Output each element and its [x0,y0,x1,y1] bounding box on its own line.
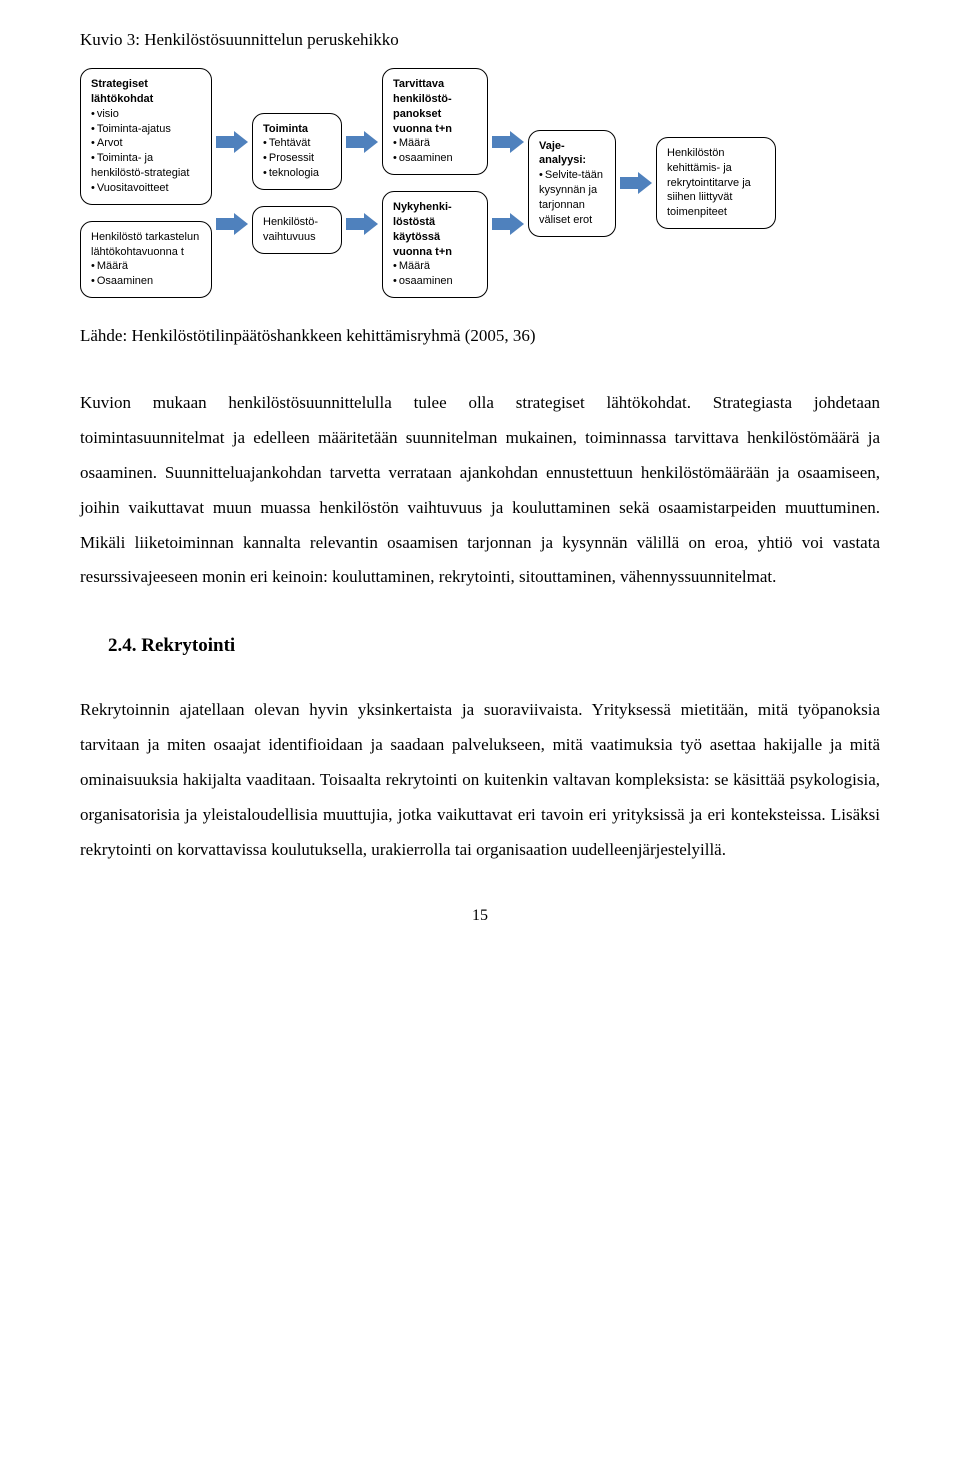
arrow-icon [216,213,248,235]
arrow-icon [492,131,524,153]
box-required: Tarvittava henkilöstö-panokset vuonna t+… [382,68,488,175]
box-list: visio Toiminta-ajatus Arvot Toiminta- ja… [91,107,201,196]
arrow-icon [620,172,652,194]
list-item: osaaminen [393,274,477,289]
box-gap-analysis: Vaje-analyysi: Selvite-tään kysynnän ja … [528,130,616,237]
list-item: Määrä [393,259,477,274]
arrow-icon [346,131,378,153]
box-title: Nykyhenki-löstöstä käytössä vuonna t+n [393,200,477,259]
box-personnel-year-t: Henkilöstö tarkastelun lähtökohtavuonna … [80,221,212,298]
list-item: visio [91,107,201,122]
arrow-group [216,131,248,235]
list-item: Toiminta-ajatus [91,122,201,137]
box-title: Strategiset lähtökohdat [91,77,201,107]
arrow-group [346,131,378,235]
page-number: 15 [80,907,880,925]
list-item: Arvot [91,136,201,151]
box-text: Henkilöstön kehittämis- ja rekrytointita… [667,147,751,218]
box-list: Määrä Osaaminen [91,259,201,289]
list-item: Määrä [91,259,201,274]
box-list: Tehtävät Prosessit teknologia [263,136,331,181]
list-item: Prosessit [263,151,331,166]
box-list: Selvite-tään kysynnän ja tarjonnan välis… [539,168,605,227]
box-strategic: Strategiset lähtökohdat visio Toiminta-a… [80,68,212,205]
arrow-group [492,131,524,235]
list-item: Tehtävät [263,136,331,151]
list-item: teknologia [263,166,331,181]
box-text: Henkilöstö-vaihtuvuus [263,216,318,243]
list-item: Osaaminen [91,274,201,289]
box-current: Nykyhenki-löstöstä käytössä vuonna t+n M… [382,191,488,298]
arrow-icon [216,131,248,153]
diagram-col-4: Vaje-analyysi: Selvite-tään kysynnän ja … [528,130,616,237]
section-heading: 2.4. Rekrytointi [108,635,880,657]
figure-title: Kuvio 3: Henkilöstösuunnittelun peruskeh… [80,30,880,50]
box-development: Henkilöstön kehittämis- ja rekrytointita… [656,137,776,229]
paragraph-2: Rekrytoinnin ajatellaan olevan hyvin yks… [80,693,880,867]
paragraph-1: Kuvion mukaan henkilöstösuunnittelulla t… [80,386,880,595]
box-activity: Toiminta Tehtävät Prosessit teknologia [252,113,342,190]
box-title: Tarvittava henkilöstö-panokset vuonna t+… [393,77,477,136]
list-item: Selvite-tään kysynnän ja tarjonnan välis… [539,168,605,227]
diagram-col-2: Toiminta Tehtävät Prosessit teknologia H… [252,113,342,254]
diagram-col-3: Tarvittava henkilöstö-panokset vuonna t+… [382,68,488,298]
list-item: Määrä [393,136,477,151]
box-title: Toiminta [263,122,331,137]
box-list: Määrä osaaminen [393,259,477,289]
box-list: Määrä osaaminen [393,136,477,166]
list-item: Vuositavoitteet [91,181,201,196]
flow-diagram: Strategiset lähtökohdat visio Toiminta-a… [80,68,880,298]
box-turnover: Henkilöstö-vaihtuvuus [252,206,342,254]
box-text: Henkilöstö tarkastelun lähtökohtavuonna … [91,231,199,258]
list-item: osaaminen [393,151,477,166]
diagram-col-5: Henkilöstön kehittämis- ja rekrytointita… [656,137,776,229]
diagram-col-1: Strategiset lähtökohdat visio Toiminta-a… [80,68,212,298]
figure-source: Lähde: Henkilöstötilinpäätöshankkeen keh… [80,326,880,346]
arrow-icon [346,213,378,235]
arrow-icon [492,213,524,235]
list-item: Toiminta- ja henkilöstö-strategiat [91,151,201,181]
box-title: Vaje-analyysi: [539,139,605,169]
